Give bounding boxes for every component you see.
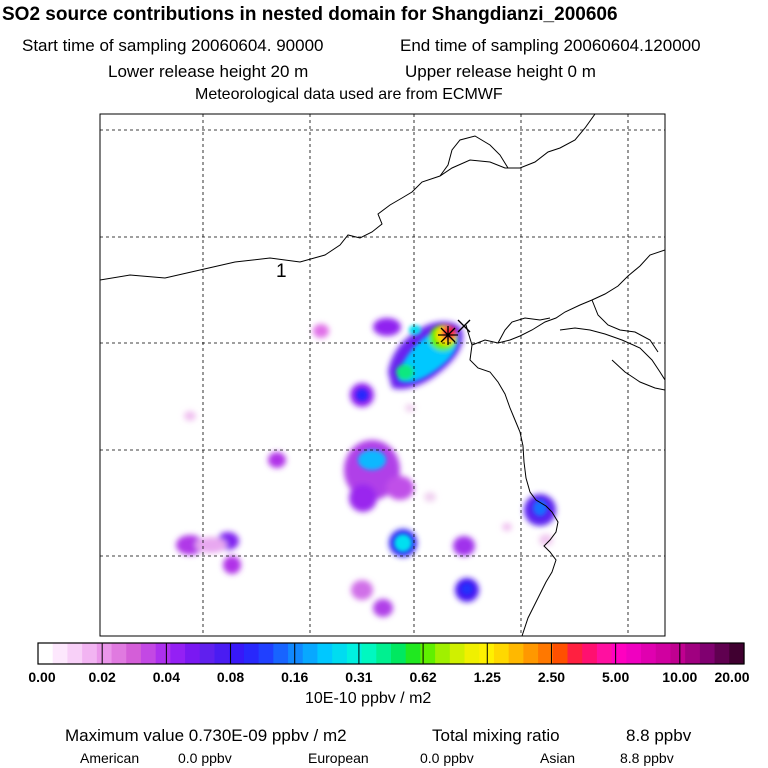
colorbar-tick-label: 0.02: [88, 669, 116, 685]
asian-value: 8.8 ppbv: [620, 750, 674, 766]
colorbar-cell: [596, 643, 613, 664]
colorbar-tick-label: 10.00: [662, 669, 698, 685]
colorbar-cell: [523, 643, 539, 664]
colorbar-cell: [361, 643, 377, 664]
meteorological-source: Meteorological data used are from ECMWF: [195, 86, 503, 103]
colorbar-cell: [111, 643, 127, 664]
colorbar-cell: [376, 643, 392, 664]
contour-line: 1: [276, 261, 287, 282]
colorbar-cell: [155, 643, 171, 664]
colorbar-cell: [170, 643, 186, 664]
colorbar-tick-label: 0.08: [216, 669, 245, 685]
colorbar-cell: [140, 643, 157, 664]
grid-lines: [100, 114, 665, 636]
colorbar-tick-label: 2.50: [537, 669, 566, 685]
colorbar-tick-label: 0.00: [28, 669, 56, 685]
colorbar-cell: [302, 643, 319, 664]
colorbar-tick-label: 0.04: [152, 669, 180, 685]
american-value: 0.0 ppbv: [178, 750, 232, 766]
colorbar-cell: [626, 643, 642, 664]
colorbar-cell: [670, 643, 686, 664]
colorbar-cell: [714, 643, 730, 664]
american-label: American: [80, 750, 140, 766]
colorbar-cell: [214, 643, 230, 664]
asian-label: Asian: [540, 750, 576, 766]
colorbar-cell: [67, 643, 83, 664]
colorbar-cell: [464, 643, 480, 664]
colorbar-tick-label: 0.31: [345, 669, 373, 685]
colorbar-cell: [229, 643, 245, 664]
colorbar-cell: [258, 643, 274, 664]
colorbar-cell: [405, 643, 422, 664]
concentration-plumes: [176, 318, 556, 617]
contour-label: 1: [276, 261, 287, 282]
maximum-value: Maximum value 0.730E-09 ppbv / m2: [65, 726, 347, 745]
colorbar-cell: [38, 643, 54, 664]
colorbar-cell: [420, 643, 436, 664]
receptor-marker-icon: [438, 319, 471, 345]
total-mixing-ratio-value: 8.8 ppbv: [626, 726, 692, 745]
european-label: European: [308, 750, 369, 766]
colorbar-cell: [185, 643, 201, 664]
end-time: End time of sampling 20060604.120000: [400, 36, 701, 55]
colorbar-cell: [508, 643, 524, 664]
colorbar-cell: [199, 643, 216, 664]
lower-release-height: Lower release height 20 m: [108, 62, 309, 81]
colorbar-cell: [332, 643, 348, 664]
colorbar-cell: [538, 643, 554, 664]
colorbar-cell: [493, 643, 510, 664]
colorbar-cell: [582, 643, 598, 664]
colorbar-cell: [82, 643, 98, 664]
colorbar-cell: [52, 643, 69, 664]
colorbar-cell: [317, 643, 333, 664]
colorbar-cell: [567, 643, 583, 664]
colorbar-cell: [243, 643, 260, 664]
colorbar-tick-label: 20.00: [714, 669, 750, 685]
colorbar-cell: [685, 643, 701, 664]
colorbar-tick-label: 5.00: [602, 669, 630, 685]
colorbar-cell: [126, 643, 142, 664]
colorbar-cell: [729, 643, 745, 664]
colorbar-separators: [37, 643, 745, 664]
colorbar-cell: [552, 643, 569, 664]
colorbar-cell: [655, 643, 672, 664]
start-time: Start time of sampling 20060604. 90000: [22, 36, 324, 55]
colorbar-tick-label: 1.25: [473, 669, 501, 685]
colorbar-cell: [273, 643, 289, 664]
colorbar-cell: [449, 643, 466, 664]
coastlines: [100, 114, 665, 636]
colorbar-cell: [96, 643, 113, 664]
european-value: 0.0 ppbv: [420, 750, 474, 766]
colorbar-cell: [641, 643, 657, 664]
total-mixing-ratio-label: Total mixing ratio: [432, 726, 560, 745]
colorbar-cells: [38, 643, 745, 664]
colorbar-cell: [288, 643, 304, 664]
page-title: SO2 source contributions in nested domai…: [2, 4, 618, 25]
colorbar-cell: [346, 643, 363, 664]
colorbar-tick-label: 0.62: [409, 669, 437, 685]
colorbar-cell: [435, 643, 451, 664]
colorbar-cell: [391, 643, 407, 664]
colorbar-unit: 10E-10 ppbv / m2: [305, 690, 432, 707]
colorbar-tick-label: 0.16: [281, 669, 309, 685]
colorbar-cell: [699, 643, 716, 664]
upper-release-height: Upper release height 0 m: [405, 62, 596, 81]
colorbar-cell: [611, 643, 627, 664]
